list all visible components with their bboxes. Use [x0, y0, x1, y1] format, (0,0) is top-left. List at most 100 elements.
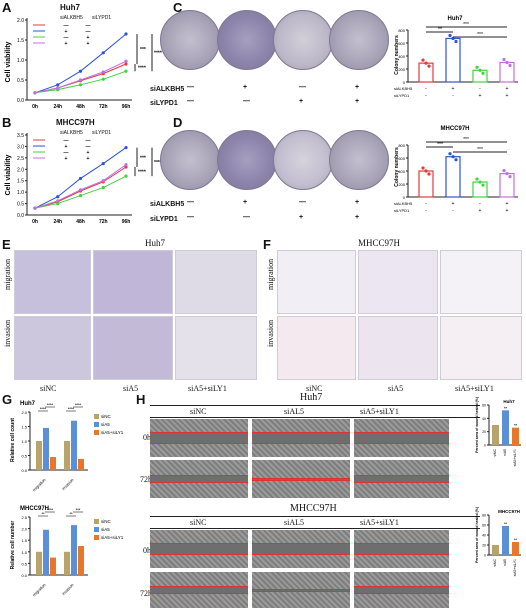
- h-wound-gap: [252, 588, 350, 592]
- h1-sig-text: **: [504, 405, 508, 410]
- h-divider-1: [150, 405, 480, 406]
- g1-ylabel: Relative cell count: [10, 418, 16, 462]
- h-wound-gap: [150, 475, 248, 483]
- a-point: [78, 69, 83, 73]
- a-point: [101, 51, 105, 55]
- g2-legend-swatch: [94, 527, 99, 532]
- h1-ytick-label: 40: [482, 417, 486, 421]
- h1-ytick-label: 20: [482, 430, 486, 434]
- h-wound-gap: [150, 543, 248, 555]
- g2-bar: [43, 529, 49, 575]
- e-col-1: siNC: [40, 384, 57, 393]
- g1-bar: [71, 420, 77, 470]
- g2-sig-text: **: [41, 511, 45, 516]
- b-point: [78, 188, 83, 192]
- h-title-huh7: Huh7: [300, 392, 323, 403]
- h2-col-1: siNC: [190, 518, 207, 527]
- panel-label-d: D: [173, 115, 183, 130]
- g2-bar: [78, 546, 84, 575]
- b-point: [101, 185, 105, 190]
- g1-bar: [64, 441, 70, 470]
- c-r2-2: —: [243, 98, 250, 105]
- h2-xtick-label: siNC: [493, 559, 497, 567]
- c-dot: [481, 71, 485, 75]
- h2-col-3: siA5+siLY1: [360, 518, 399, 527]
- b-xtick-label: 0h: [32, 219, 38, 225]
- b-legend-val: —: [64, 138, 69, 144]
- h-scratch-image: [354, 572, 449, 608]
- f-img-inv-1: [277, 316, 356, 380]
- c-row1-val: +: [506, 86, 509, 92]
- b-ytick-label: 0.0: [17, 213, 24, 219]
- d-ytick-label: 0: [403, 195, 406, 200]
- d-bar: [445, 156, 461, 198]
- panel-label-c: C: [173, 0, 183, 15]
- b-sig-text: ****: [138, 170, 146, 176]
- d-r2-4: +: [355, 214, 360, 221]
- d-dish-2: [217, 130, 277, 190]
- c-dot: [502, 57, 506, 62]
- a-legend-val: +: [65, 41, 68, 47]
- h-scratch-image: [354, 460, 449, 498]
- h1-row-0h: 0h: [143, 433, 151, 442]
- d-bar: [418, 170, 434, 198]
- h1-title: Huh7: [503, 399, 515, 404]
- b-legend-val: +: [87, 150, 90, 156]
- d-ylabel: Colony numbers: [394, 147, 400, 187]
- g2-ytick-label: 2.0: [21, 527, 27, 532]
- a-legend-val: —: [86, 23, 91, 29]
- g2-xtick-label: invasion: [61, 582, 75, 596]
- h1-ytick-label: 60: [482, 404, 486, 408]
- b-point: [56, 195, 60, 199]
- c-r1-3: —: [299, 84, 306, 91]
- c-ytick-label: 600: [398, 41, 405, 46]
- c-row2-label: siLYPD1: [394, 93, 410, 98]
- a-point: [56, 86, 60, 90]
- g1-legend-label: siA5+siLY1: [101, 430, 124, 435]
- h-wound-gap: [150, 432, 248, 444]
- g1-legend-swatch: [94, 414, 99, 419]
- a-sig-text: ****: [154, 51, 162, 57]
- e-row-migration: migration: [3, 258, 12, 290]
- h1-col-1: siNC: [190, 407, 207, 416]
- d-r2-1: —: [187, 214, 194, 221]
- g1-sig-text: ****: [47, 402, 54, 407]
- b-point: [33, 206, 37, 210]
- a-xtick-label: 24h: [53, 104, 62, 110]
- h-wound-gap: [354, 432, 449, 444]
- c-row2-val: -: [425, 93, 427, 99]
- h2-xtick-label: siA5: [503, 559, 507, 566]
- d-bar: [472, 181, 488, 198]
- g2-bar: [36, 551, 42, 575]
- b-ytick-label: 1.0: [17, 190, 24, 196]
- g2-sig-text: ***: [76, 507, 81, 512]
- e-col-3: siA5+siLY1: [188, 384, 227, 393]
- c-row1-label: siALKBH5: [150, 86, 185, 93]
- d-dish-1: [160, 130, 220, 190]
- b-ytick-label: 2.5: [17, 156, 24, 162]
- g-charts: Huh7 0.0 0.5 1.0 1.5 2.0 Relative cell count mi…: [10, 401, 124, 597]
- c-sig-text: ***: [463, 22, 469, 28]
- c-row1-val: +: [452, 86, 455, 92]
- d-dot: [481, 183, 485, 187]
- f-row-migration: migration: [266, 258, 275, 290]
- a-point: [56, 83, 60, 87]
- b-legend-val: —: [86, 138, 91, 144]
- h2-ytick-label: 40: [482, 534, 486, 538]
- h1-xtick-label: siA5: [503, 449, 507, 456]
- c-dot: [421, 58, 425, 62]
- b-legend-val: —: [64, 150, 69, 156]
- h-scratch-image: [150, 572, 248, 608]
- b-point: [56, 199, 60, 203]
- f-img-inv-3: [440, 316, 522, 380]
- g2-legend-swatch: [94, 519, 99, 524]
- b-chart: — —+ —— ++ + 0.00.51.01.52.02.53.03.50h 24h 48…: [5, 133, 162, 225]
- g1-bar: [78, 458, 84, 470]
- d-ytick-label: 600: [398, 156, 405, 161]
- d-row2-val: -: [452, 208, 454, 214]
- c-r2-4: +: [355, 98, 360, 105]
- h-scratch-image: [354, 419, 449, 457]
- d-row1-label: siALKBH5: [394, 201, 413, 206]
- b-point: [124, 174, 128, 178]
- g1-sig-text: ****: [75, 402, 82, 407]
